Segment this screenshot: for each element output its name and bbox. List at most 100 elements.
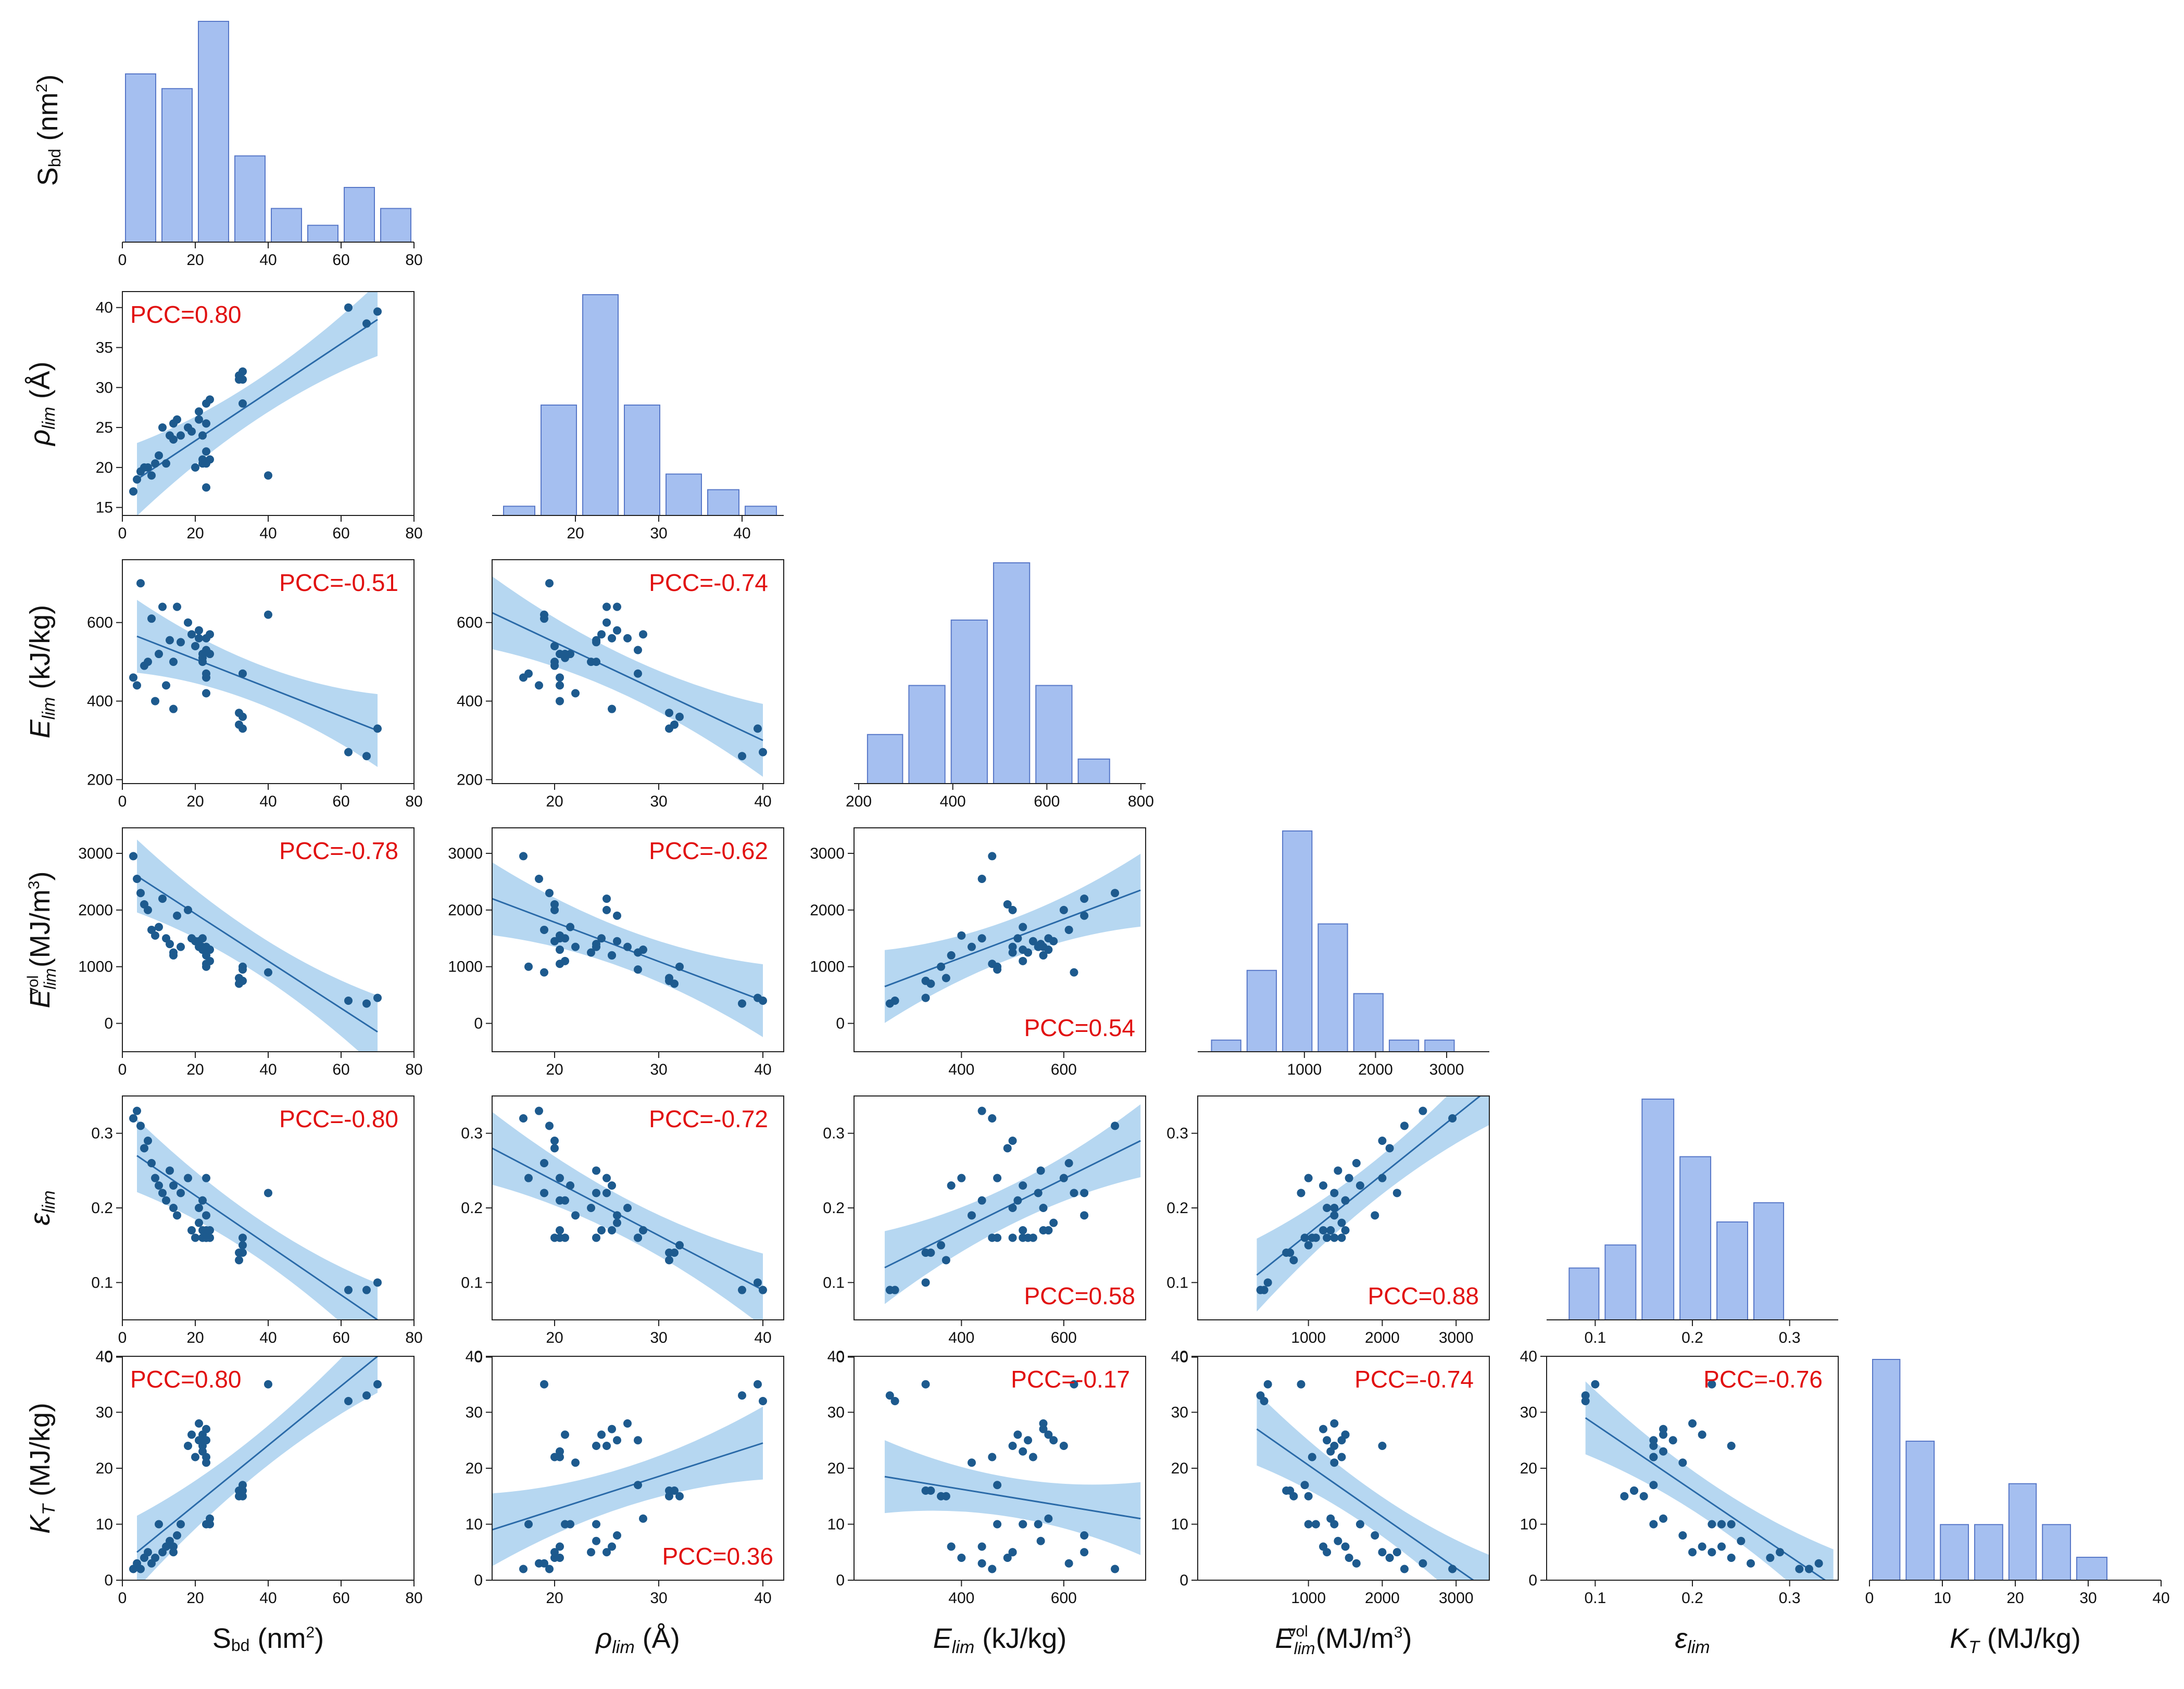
point-Evol_E-22 bbox=[1013, 934, 1022, 943]
point-E_rho-8 bbox=[603, 602, 611, 611]
point-KT_rho-15 bbox=[603, 1442, 611, 1450]
point-E_rho-1 bbox=[535, 681, 543, 690]
point-KT_E-22 bbox=[1013, 1430, 1022, 1439]
point-KT_rho-16 bbox=[597, 1430, 606, 1439]
confidence-band-eps_Evol bbox=[1257, 1096, 1489, 1312]
xlabel-E: Elim (kJ/kg) bbox=[933, 1623, 1066, 1657]
point-eps_E-14 bbox=[1034, 1189, 1043, 1198]
hist-bar-rho-5 bbox=[707, 489, 739, 516]
point-eps_Sbd-37 bbox=[362, 1285, 371, 1294]
point-Evol_E-0 bbox=[988, 852, 997, 861]
hist-sbd-ylabel-close: ) bbox=[32, 74, 64, 84]
plot-area-eps_Evol bbox=[1256, 1096, 1489, 1312]
point-KT_E-33 bbox=[921, 1486, 930, 1495]
point-KT_E-18 bbox=[1049, 1436, 1058, 1445]
point-Evol_Sbd-4 bbox=[144, 905, 152, 914]
scatter-Evol_Sbd-xtick-label-4: 80 bbox=[405, 1061, 422, 1078]
point-eps_rho-15 bbox=[603, 1174, 611, 1182]
point-Evol_E-21 bbox=[1008, 942, 1017, 951]
point-eps_Sbd-3 bbox=[140, 1144, 148, 1153]
point-eps_E-31 bbox=[942, 1256, 950, 1265]
point-KT_rho-38 bbox=[754, 1380, 762, 1389]
point-E_rho-31 bbox=[665, 709, 673, 717]
xlabel-E-main: E bbox=[933, 1623, 952, 1654]
point-rho_Sbd-25 bbox=[202, 447, 210, 456]
point-KT_Sbd-7 bbox=[155, 1520, 163, 1529]
point-E_Sbd-34 bbox=[239, 712, 247, 721]
scatter-Evol_rho-ytick-label-0: 0 bbox=[474, 1015, 483, 1032]
hist-bar-Sbd-2 bbox=[198, 21, 229, 243]
point-KT_E-14 bbox=[1034, 1520, 1043, 1529]
point-eps_E-18 bbox=[1049, 1218, 1058, 1227]
scatter-panel-Evol_E: 400 600 0 1000 2000 3000 PCC=0.54 bbox=[810, 827, 1146, 1078]
scatter-KT_E-xtick-label-1: 600 bbox=[1051, 1590, 1077, 1607]
point-eps_Sbd-8 bbox=[158, 1189, 167, 1198]
point-Evol_E-6 bbox=[957, 931, 966, 940]
point-eps_Evol-8 bbox=[1392, 1189, 1401, 1198]
point-Evol_E-37 bbox=[885, 999, 894, 1008]
hist-bar-rho-3 bbox=[624, 405, 660, 516]
hist-E-xtick-label-1: 400 bbox=[940, 793, 966, 810]
fit-line-Evol_E bbox=[884, 889, 1141, 988]
point-Evol_E-25 bbox=[967, 942, 976, 951]
point-E_Sbd-35 bbox=[264, 610, 272, 619]
hist-bar-KT-1 bbox=[1905, 1441, 1935, 1581]
point-Evol_E-15 bbox=[1059, 905, 1068, 914]
hist-bar-eps-5 bbox=[1753, 1202, 1785, 1321]
hist-bar-E-5 bbox=[1077, 758, 1110, 785]
point-KT_eps-6 bbox=[1727, 1554, 1736, 1562]
fit-line-eps_rho bbox=[492, 1148, 763, 1291]
point-E_rho-29 bbox=[561, 650, 569, 659]
point-eps_rho-12 bbox=[608, 1181, 616, 1190]
point-KT_E-16 bbox=[1044, 1430, 1053, 1439]
point-KT_eps-12 bbox=[1717, 1542, 1726, 1551]
point-KT_eps-27 bbox=[1727, 1520, 1736, 1529]
scatter-E_rho-ytick-label-0: 200 bbox=[457, 771, 483, 788]
point-E_Sbd-25 bbox=[202, 689, 210, 698]
scatter-panel-KT_Sbd: 0 20 40 60 80 0 10 20 30 40 PCC=0.80 bbox=[96, 1348, 423, 1607]
point-rho_Sbd-36 bbox=[344, 303, 353, 312]
point-eps_rho-13 bbox=[613, 1211, 621, 1220]
pcc-label-eps_E: PCC=0.58 bbox=[1024, 1282, 1135, 1309]
point-KT_eps-35 bbox=[1708, 1380, 1716, 1389]
scatter-eps_E-xtick-label-0: 400 bbox=[948, 1329, 974, 1346]
scatter-eps_E-ytick-label-0: 0 bbox=[836, 1349, 845, 1366]
point-E_Sbd-32 bbox=[239, 669, 247, 678]
point-rho_Sbd-37 bbox=[362, 319, 371, 328]
pcc-label-eps_rho: PCC=-0.72 bbox=[649, 1105, 768, 1132]
scatter-Evol_rho-ytick-label-3: 3000 bbox=[448, 845, 483, 862]
hist-bar-Sbd-4 bbox=[271, 208, 302, 243]
xlabel-KT-unit: (MJ/kg) bbox=[1979, 1623, 2081, 1654]
hist-bar-eps-0 bbox=[1568, 1267, 1600, 1320]
xlabel-Evol-sup: vol bbox=[1288, 1623, 1308, 1640]
point-rho_Sbd-17 bbox=[191, 463, 199, 472]
point-KT_eps-1 bbox=[1814, 1559, 1823, 1568]
scatter-KT_rho-ytick-label-4: 40 bbox=[466, 1348, 483, 1365]
point-Evol_E-12 bbox=[947, 951, 956, 960]
scatter-eps_E-ytick-label-2: 0.2 bbox=[823, 1200, 845, 1217]
hist-bar-Evol-2 bbox=[1282, 830, 1313, 1052]
point-Evol_rho-32 bbox=[634, 965, 642, 974]
point-Evol_E-34 bbox=[937, 962, 946, 971]
point-E_Sbd-10 bbox=[166, 636, 174, 645]
point-KT_Evol-3 bbox=[1385, 1554, 1394, 1562]
point-rho_Sbd-32 bbox=[239, 399, 247, 408]
point-KT_rho-8 bbox=[603, 1548, 611, 1557]
point-KT_eps-5 bbox=[1747, 1559, 1755, 1568]
scatter-E_Sbd-xtick-label-4: 80 bbox=[405, 793, 422, 810]
pcc-label-Evol_Sbd: PCC=-0.78 bbox=[279, 837, 398, 864]
point-KT_Sbd-12 bbox=[169, 1542, 178, 1551]
plot-area-E_Sbd bbox=[129, 579, 382, 767]
point-KT_Evol-38 bbox=[1263, 1380, 1272, 1389]
hist-bar-Sbd-7 bbox=[380, 208, 411, 243]
scatter-Evol_rho-ytick-label-2: 2000 bbox=[448, 902, 483, 919]
point-KT_eps-0 bbox=[1805, 1565, 1813, 1573]
hist-bar-KT-6 bbox=[2076, 1557, 2107, 1581]
point-KT_Sbd-4 bbox=[144, 1548, 152, 1557]
point-Evol_E-31 bbox=[942, 974, 950, 982]
hist-sbd-ylabel: Sbd (nm2) bbox=[32, 74, 64, 186]
scatter-Evol_Sbd-ytick-label-3: 3000 bbox=[78, 845, 113, 862]
point-KT_eps-3 bbox=[1766, 1554, 1775, 1562]
point-eps_rho-6 bbox=[556, 1174, 564, 1182]
